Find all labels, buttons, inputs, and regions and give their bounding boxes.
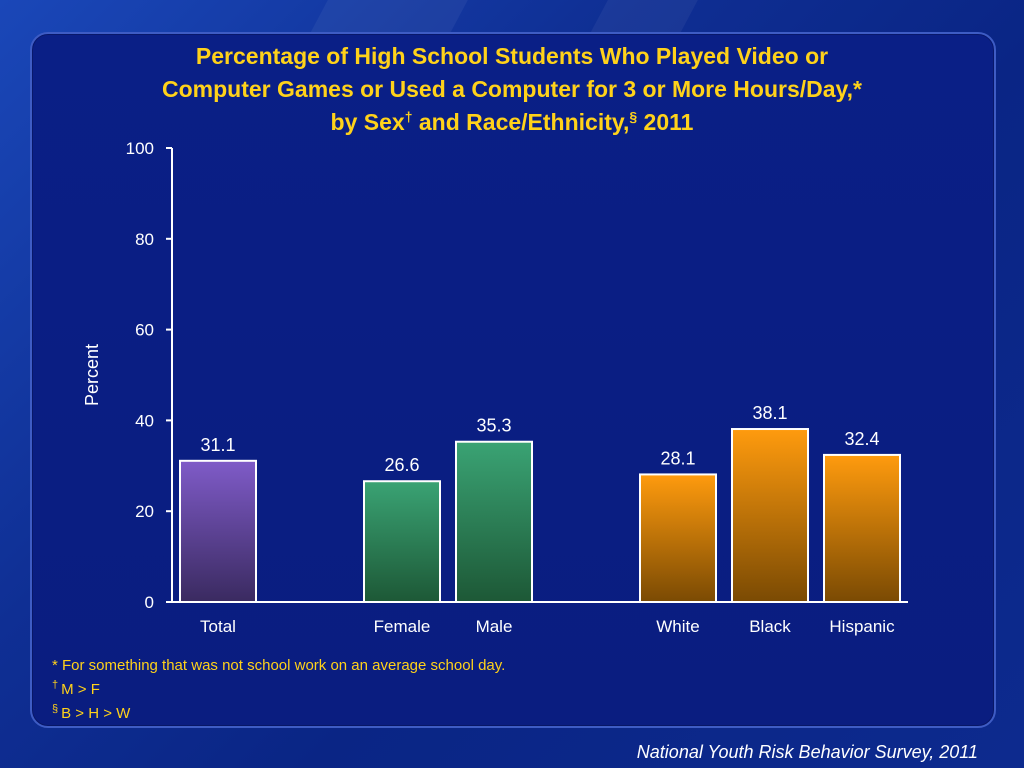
source-citation: National Youth Risk Behavior Survey, 201…	[636, 742, 978, 762]
y-tick-label: 40	[135, 411, 154, 430]
value-label-total: 31.1	[200, 435, 235, 455]
value-label-black: 38.1	[752, 403, 787, 423]
title-line-3-part-c: 2011	[637, 109, 694, 135]
title-line-2: Computer Games or Used a Computer for 3 …	[162, 76, 862, 102]
y-tick-label: 100	[126, 139, 154, 158]
footnote-3-text: B > H > W	[61, 705, 131, 722]
category-label-total: Total	[200, 617, 236, 636]
title-line-3-part-b: and Race/Ethnicity,	[412, 109, 630, 135]
content-panel	[30, 32, 996, 728]
footnote-3-mark: §	[52, 703, 59, 715]
bar-hispanic	[823, 453, 901, 603]
footnote-1: * For something that was not school work…	[52, 657, 506, 674]
chart-title: Percentage of High School Students Who P…	[40, 40, 984, 139]
title-line-1: Percentage of High School Students Who P…	[195, 43, 829, 69]
category-label-female: Female	[374, 617, 431, 636]
bar-male	[455, 440, 533, 603]
value-label-male: 35.3	[476, 416, 511, 436]
bar-female	[363, 480, 441, 603]
footnote-2-mark: †	[52, 679, 59, 691]
y-tick-label: 0	[145, 593, 154, 612]
value-label-white: 28.1	[660, 448, 695, 468]
y-axis-title: Percent	[82, 344, 102, 406]
y-tick-label: 80	[135, 230, 154, 249]
bar-total	[179, 459, 257, 603]
bar-white	[639, 473, 717, 603]
category-label-white: White	[656, 617, 699, 636]
title-line-3: by Sex† and Race/Ethnicity,§ 2011	[40, 106, 984, 139]
category-label-male: Male	[476, 617, 513, 636]
chart-bars	[179, 428, 901, 603]
footnote-2: † M > F	[52, 680, 505, 700]
y-tick-label: 20	[135, 502, 154, 521]
value-label-hispanic: 32.4	[844, 429, 879, 449]
category-label-black: Black	[749, 617, 791, 636]
section-mark: §	[629, 108, 638, 125]
chart-labels: 31.1 Total 26.6 Female 35.3 Male 28.1 White 38.1…	[200, 403, 895, 636]
value-label-female: 26.6	[384, 455, 419, 475]
y-tick-label: 60	[135, 321, 154, 340]
footnotes: * For something that was not school work…	[52, 656, 505, 728]
footnote-3: § B > H > W	[52, 704, 505, 724]
bar-black	[731, 428, 809, 603]
title-line-3-part-a: by Sex	[330, 109, 405, 135]
dagger-mark: †	[404, 108, 413, 125]
footnote-2-text: M > F	[61, 681, 100, 698]
category-label-hispanic: Hispanic	[829, 617, 895, 636]
